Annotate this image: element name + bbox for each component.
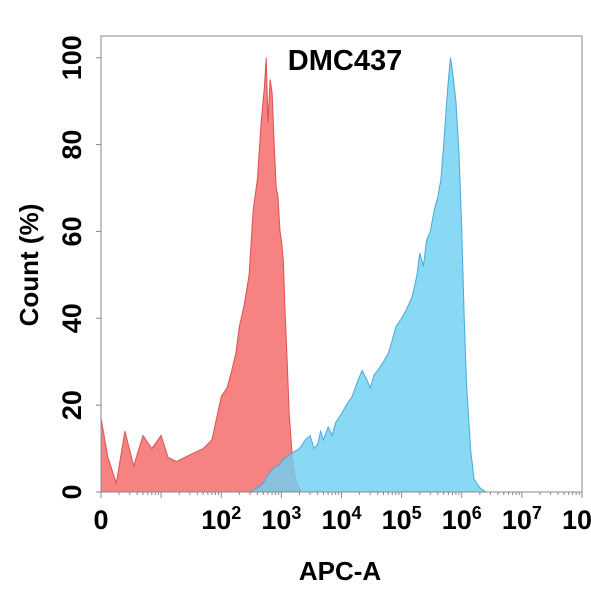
x-axis-title: APC-A: [299, 556, 382, 586]
plot-area: [100, 57, 488, 493]
y-tick-label: 100: [57, 35, 87, 80]
x-tick-label: 107: [502, 503, 542, 535]
y-axis-title: Count (%): [14, 204, 44, 327]
axes: [96, 35, 583, 498]
x-tick-label: 102: [201, 503, 241, 535]
x-tick-label: 108: [562, 503, 591, 535]
series-area-2: [248, 57, 488, 493]
x-tick-label: 0: [93, 505, 108, 535]
x-tick-label: 103: [261, 503, 301, 535]
x-tick-label: 104: [321, 503, 361, 535]
tick-labels: 0 20 40 60 80 100 0 102 103 104 105 106 107 108: [57, 35, 591, 535]
y-tick-label: 0: [57, 484, 87, 499]
x-tick-label: 106: [442, 503, 482, 535]
y-tick-label: 40: [57, 303, 87, 333]
y-tick-label: 60: [57, 216, 87, 246]
y-tick-label: 80: [57, 130, 87, 160]
series-area-1: [100, 57, 303, 493]
x-tick-label: 105: [382, 503, 422, 535]
chart-title: DMC437: [288, 45, 402, 77]
y-tick-label: 20: [57, 390, 87, 420]
